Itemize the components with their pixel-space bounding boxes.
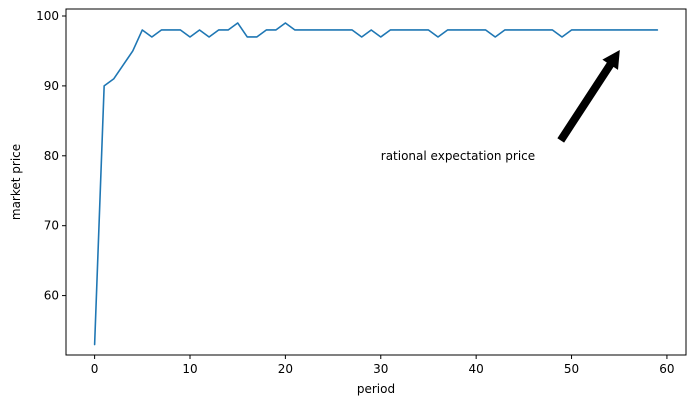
annotation-text: rational expectation price — [381, 149, 535, 163]
data-layer — [93, 22, 659, 346]
series-line-0 — [93, 22, 659, 346]
plot-frame — [65, 8, 687, 356]
y-axis-label: market price — [9, 144, 23, 220]
x-tick-label: 0 — [91, 362, 99, 376]
y-tick-label: 100 — [36, 9, 59, 23]
x-tick-label: 10 — [182, 362, 197, 376]
x-tick-label: 50 — [564, 362, 579, 376]
x-tick-label: 30 — [373, 362, 388, 376]
x-tick-label: 40 — [469, 362, 484, 376]
annotation-arrow — [557, 50, 620, 143]
annotation-layer: rational expectation price — [381, 50, 620, 163]
x-tick-label: 20 — [278, 362, 293, 376]
y-tick-label: 90 — [44, 79, 59, 93]
y-tick-label: 70 — [44, 219, 59, 233]
y-tick-label: 80 — [44, 149, 59, 163]
x-tick-label: 60 — [659, 362, 674, 376]
x-axis-label: period — [357, 382, 395, 396]
x-axis: 0 10 20 30 40 50 60 — [91, 355, 675, 376]
y-tick-label: 60 — [44, 289, 59, 303]
y-axis: 60 70 80 90 100 — [36, 9, 66, 303]
